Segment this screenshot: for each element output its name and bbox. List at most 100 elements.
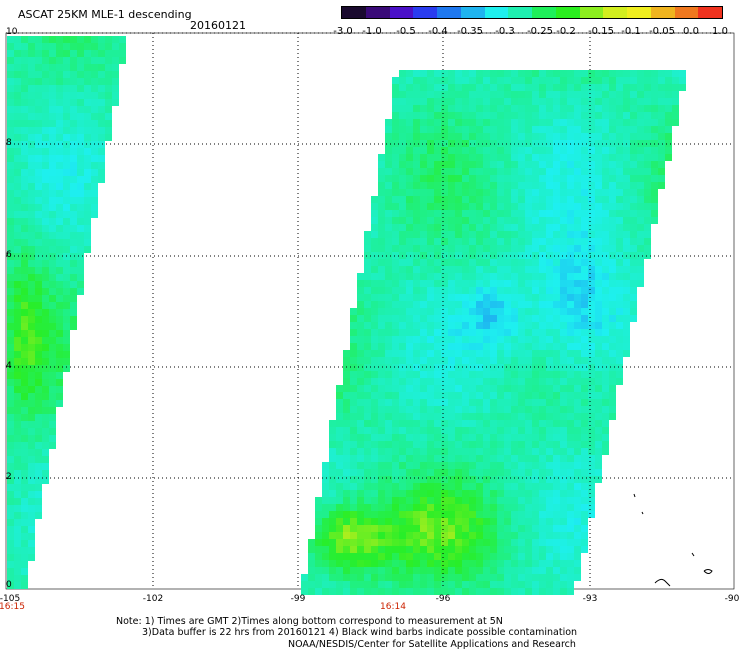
wind-cell xyxy=(14,344,21,351)
wind-cell xyxy=(301,581,308,588)
wind-cell xyxy=(504,483,511,490)
wind-cell xyxy=(602,133,609,140)
wind-cell xyxy=(399,511,406,518)
wind-cell xyxy=(595,84,602,91)
lon-tick-99: -99 xyxy=(290,594,306,604)
colorbar-label: -0.35 xyxy=(457,26,483,37)
wind-cell xyxy=(406,399,413,406)
wind-cell xyxy=(392,469,399,476)
wind-cell xyxy=(539,441,546,448)
wind-cell xyxy=(469,525,476,532)
wind-cell xyxy=(413,126,420,133)
wind-cell xyxy=(665,154,672,161)
wind-cell xyxy=(399,469,406,476)
wind-cell xyxy=(399,539,406,546)
wind-cell xyxy=(469,203,476,210)
wind-cell xyxy=(483,560,490,567)
wind-cell xyxy=(35,190,42,197)
wind-cell xyxy=(511,490,518,497)
wind-cell xyxy=(385,238,392,245)
wind-cell xyxy=(392,154,399,161)
wind-cell xyxy=(448,560,455,567)
wind-cell xyxy=(63,260,70,267)
wind-cell xyxy=(483,504,490,511)
wind-cell xyxy=(469,168,476,175)
wind-cell xyxy=(560,553,567,560)
wind-cell xyxy=(518,245,525,252)
wind-cell xyxy=(35,456,42,463)
wind-cell xyxy=(539,469,546,476)
wind-cell xyxy=(518,140,525,147)
wind-cell xyxy=(21,330,28,337)
wind-cell xyxy=(77,183,84,190)
wind-cell xyxy=(406,420,413,427)
wind-cell xyxy=(574,532,581,539)
wind-cell xyxy=(427,483,434,490)
wind-cell xyxy=(518,315,525,322)
wind-cell xyxy=(525,518,532,525)
wind-cell xyxy=(511,238,518,245)
wind-cell xyxy=(350,476,357,483)
wind-cell xyxy=(476,490,483,497)
wind-cell xyxy=(448,518,455,525)
wind-cell xyxy=(581,504,588,511)
wind-cell xyxy=(49,253,56,260)
wind-cell xyxy=(434,301,441,308)
wind-cell xyxy=(434,329,441,336)
wind-cell xyxy=(21,428,28,435)
wind-cell xyxy=(392,581,399,588)
wind-cell xyxy=(371,441,378,448)
wind-cell xyxy=(539,196,546,203)
wind-cell xyxy=(490,441,497,448)
wind-cell xyxy=(546,511,553,518)
wind-cell xyxy=(462,413,469,420)
wind-cell xyxy=(567,532,574,539)
wind-cell xyxy=(490,154,497,161)
wind-cell xyxy=(581,182,588,189)
wind-cell xyxy=(84,71,91,78)
wind-cell xyxy=(35,484,42,491)
wind-cell xyxy=(448,91,455,98)
wind-cell xyxy=(448,280,455,287)
wind-cell xyxy=(329,567,336,574)
wind-cell xyxy=(483,448,490,455)
wind-cell xyxy=(588,140,595,147)
wind-cell xyxy=(427,420,434,427)
wind-cell xyxy=(567,560,574,567)
wind-cell xyxy=(490,406,497,413)
wind-cell xyxy=(7,414,14,421)
wind-cell xyxy=(35,43,42,50)
wind-cell xyxy=(588,364,595,371)
wind-cell xyxy=(28,155,35,162)
wind-cell xyxy=(595,168,602,175)
wind-cell xyxy=(119,57,126,64)
wind-cell xyxy=(581,119,588,126)
wind-cell xyxy=(616,294,623,301)
wind-cell xyxy=(434,224,441,231)
wind-cell xyxy=(14,477,21,484)
wind-cell xyxy=(532,546,539,553)
wind-cell xyxy=(609,238,616,245)
wind-cell xyxy=(413,434,420,441)
wind-cell xyxy=(427,112,434,119)
wind-cell xyxy=(553,273,560,280)
wind-cell xyxy=(567,476,574,483)
wind-cell xyxy=(7,498,14,505)
wind-cell xyxy=(357,385,364,392)
wind-cell xyxy=(70,106,77,113)
wind-cell xyxy=(511,210,518,217)
wind-cell xyxy=(553,364,560,371)
wind-cell xyxy=(525,266,532,273)
wind-cell xyxy=(357,308,364,315)
wind-cell xyxy=(7,43,14,50)
wind-cell xyxy=(602,406,609,413)
wind-cell xyxy=(609,336,616,343)
wind-cell xyxy=(77,141,84,148)
wind-cell xyxy=(91,211,98,218)
wind-cell xyxy=(462,231,469,238)
wind-cell xyxy=(602,224,609,231)
wind-cell xyxy=(448,483,455,490)
wind-cell xyxy=(413,448,420,455)
wind-cell xyxy=(378,567,385,574)
wind-cell xyxy=(70,176,77,183)
